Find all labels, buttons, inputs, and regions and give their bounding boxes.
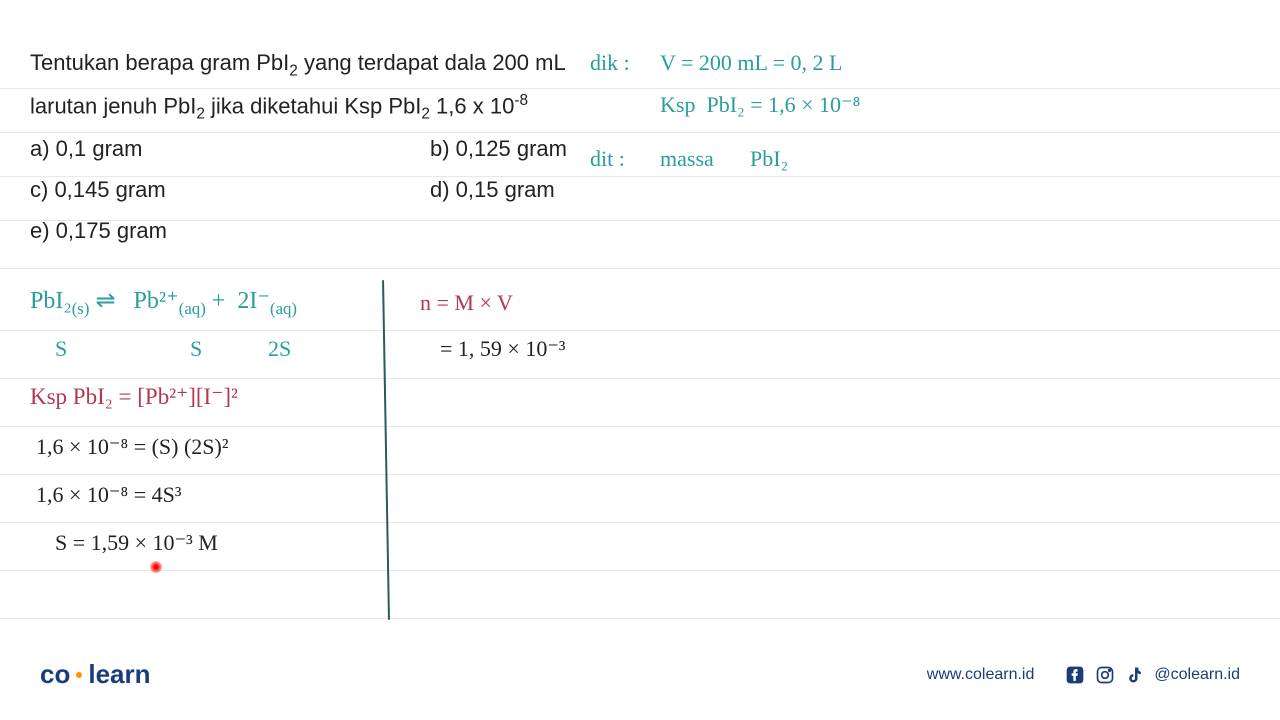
option-c: c) 0,145 gram [30,177,166,203]
footer: co learn www.colearn.id @colearn.id [0,659,1280,690]
tiktok-icon [1124,664,1146,686]
option-b: b) 0,125 gram [430,136,567,162]
given-dit: dit : [590,146,625,172]
divider-line [382,280,390,620]
calc-line2: 1,6 × 10⁻⁸ = 4S³ [36,482,181,508]
grid-line [0,570,1280,571]
social-handle: @colearn.id [1154,666,1240,684]
equilibrium-eq: PbI₂(s) ⇌ Pb²⁺(aq) + 2I⁻(aq) [30,286,297,319]
option-a: a) 0,1 gram [30,136,143,162]
grid-line [0,220,1280,221]
question-line1: Tentukan berapa gram PbI2 yang terdapat … [30,50,566,80]
grid-line [0,330,1280,331]
calc-line1: 1,6 × 10⁻⁸ = (S) (2S)² [36,434,228,460]
instagram-icon [1094,664,1116,686]
question-line2: larutan jenuh PbI2 jika diketahui Ksp Pb… [30,92,528,124]
social-links: @colearn.id [1064,664,1240,686]
grid-line [0,176,1280,177]
grid-line [0,88,1280,89]
given-dik: dik : [590,50,630,76]
stoich-s1: S [55,336,67,362]
grid-line [0,426,1280,427]
mol-formula: n = M × V [420,290,513,316]
stoich-2s: 2S [268,336,291,362]
grid-line [0,268,1280,269]
footer-url: www.colearn.id [927,666,1035,684]
given-massa: massa [660,146,714,172]
facebook-icon [1064,664,1086,686]
mol-value: = 1, 59 × 10⁻³ [440,336,566,362]
grid-line [0,132,1280,133]
given-pbi2: PbI₂ [750,146,788,172]
grid-line [0,618,1280,619]
stoich-s2: S [190,336,202,362]
logo-dot-icon [76,672,82,678]
grid-line [0,522,1280,523]
brand-logo: co learn [40,659,151,690]
grid-line [0,378,1280,379]
pointer-dot [150,561,162,573]
given-volume: V = 200 mL = 0, 2 L [660,50,842,76]
given-ksp: Ksp PbI₂ = 1,6 × 10⁻⁸ [660,92,860,118]
calc-line3: S = 1,59 × 10⁻³ M [55,530,218,556]
ksp-formula: Ksp PbI₂ = [Pb²⁺][I⁻]² [30,384,238,410]
option-d: d) 0,15 gram [430,177,555,203]
grid-line [0,474,1280,475]
option-e: e) 0,175 gram [30,218,167,244]
